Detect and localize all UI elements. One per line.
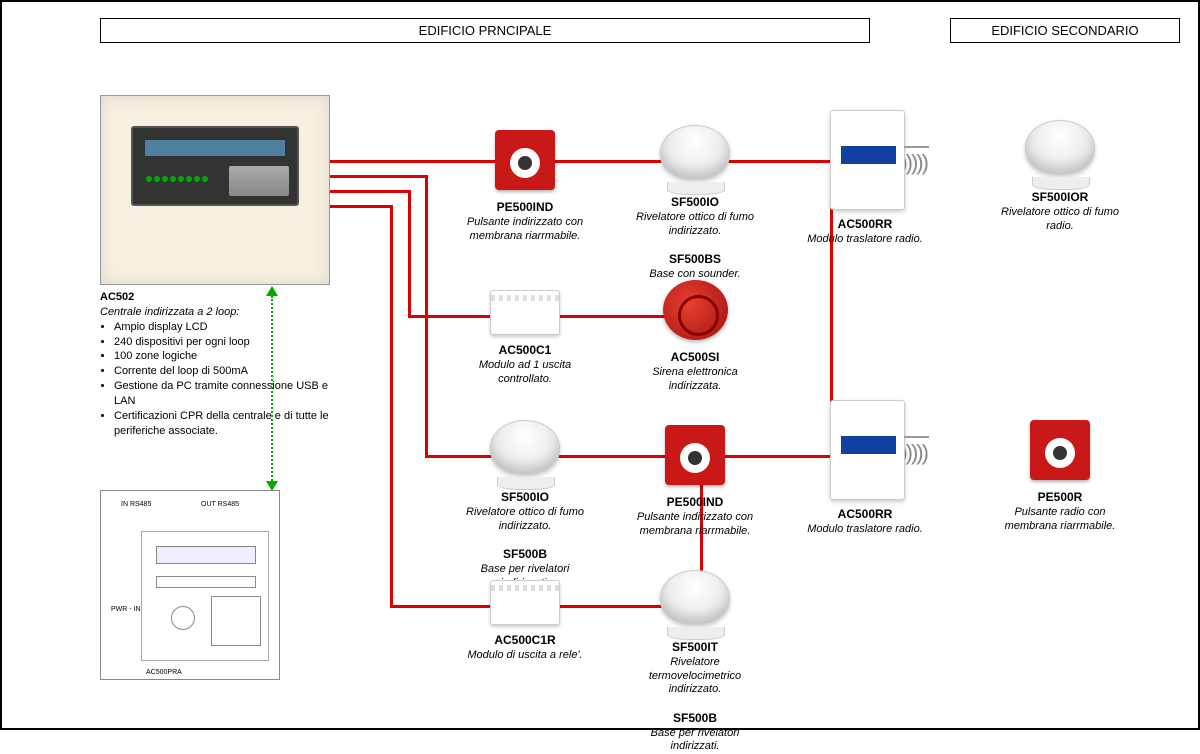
call-point-icon [1030,420,1090,480]
module-icon [490,290,560,335]
lcd-icon [145,140,285,156]
radio-module-icon [830,110,905,210]
device-label: SF500IORivelatore ottico di fumo indiriz… [630,195,760,282]
device-sf500io_2: SF500IORivelatore ottico di fumo indiriz… [460,420,590,590]
bullet-item: Gestione da PC tramite connessione USB e… [114,379,330,409]
device-ac500si: AC500SISirena elettronica indirizzata. [630,280,760,393]
radio-module-icon [830,400,905,500]
loop-wire [330,205,393,208]
remote-lcd-icon [156,546,256,564]
device-pe500ind_1: PE500INDPulsante indirizzato con membran… [460,130,590,243]
device-label: AC500C1Modulo ad 1 uscita controllato. [460,343,590,386]
in-rs485-label: IN RS485 [121,501,151,508]
loop-wire [330,175,428,178]
device-sf500ior: SF500IORRivelatore ottico di fumo radio. [995,120,1125,233]
bullet-item: 100 zone logiche [114,349,330,364]
call-point-icon [495,130,555,190]
device-label: AC500RRModulo traslatore radio. [800,217,930,247]
device-ac500c1r: AC500C1RModulo di uscita a rele'. [460,580,590,663]
remote-buttons-icon [156,576,256,588]
smoke-detector-icon [1025,120,1095,175]
device-sf500io_1: SF500IORivelatore ottico di fumo indiriz… [630,125,760,282]
loop-wire [408,190,411,315]
panel-leds [145,170,225,194]
loop-wire [390,205,393,605]
arrow-up-icon [266,286,278,296]
keypad-icon [229,166,289,196]
panel-screen [131,126,299,206]
device-ac500c1: AC500C1Modulo ad 1 uscita controllato. [460,290,590,386]
out-rs485-label: OUT RS485 [201,501,239,508]
siren-icon [663,280,728,340]
remote-code: AC500PRA [146,669,182,676]
central-desc: Centrale indirizzata a 2 loop: [100,306,239,318]
bullet-item: 240 dispositivi per ogni loop [114,335,330,350]
device-label: SF500IORivelatore ottico di fumo indiriz… [460,490,590,590]
device-label: PE500INDPulsante indirizzato con membran… [630,495,760,538]
device-pe500r: PE500RPulsante radio con membrana riarrm… [995,420,1125,533]
central-code: AC502 [100,291,134,303]
smoke-detector-icon [660,125,730,180]
device-label: PE500RPulsante radio con membrana riarrm… [995,490,1125,533]
loop-wire [330,190,410,193]
call-point-icon [665,425,725,485]
central-panel [100,95,330,285]
module-icon [490,580,560,625]
dotted-connector [271,296,273,481]
bullet-item: Corrente del loop di 500mA [114,364,330,379]
device-sf500it: SF500ITRivelatore termovelocimetrico ind… [630,570,760,754]
device-label: AC500C1RModulo di uscita a rele'. [460,633,590,663]
device-ac500rr_2: AC500RRModulo traslatore radio. [800,400,930,537]
bullet-item: Ampio display LCD [114,320,330,335]
device-label: SF500IORRivelatore ottico di fumo radio. [995,190,1125,233]
pwr-in-label: PWR - IN [111,606,141,613]
device-label: AC500RRModulo traslatore radio. [800,507,930,537]
smoke-detector-icon [490,420,560,475]
remote-panel: IN RS485 OUT RS485 PWR - IN AC500PRA [100,490,280,680]
remote-jog-icon [171,606,195,630]
central-description: AC502 Centrale indirizzata a 2 loop: Amp… [100,290,330,438]
device-ac500rr_1: AC500RRModulo traslatore radio. [800,110,930,247]
device-label: AC500SISirena elettronica indirizzata. [630,350,760,393]
device-label: SF500ITRivelatore termovelocimetrico ind… [630,640,760,754]
remote-keypad-icon [211,596,261,646]
header-secondary: EDIFICIO SECONDARIO [950,18,1180,43]
header-main: EDIFICIO PRNCIPALE [100,18,870,43]
device-label: PE500INDPulsante indirizzato con membran… [460,200,590,243]
smoke-detector-icon [660,570,730,625]
device-pe500ind_2: PE500INDPulsante indirizzato con membran… [630,425,760,538]
bullet-item: Certificazioni CPR della centrale e di t… [114,409,330,439]
